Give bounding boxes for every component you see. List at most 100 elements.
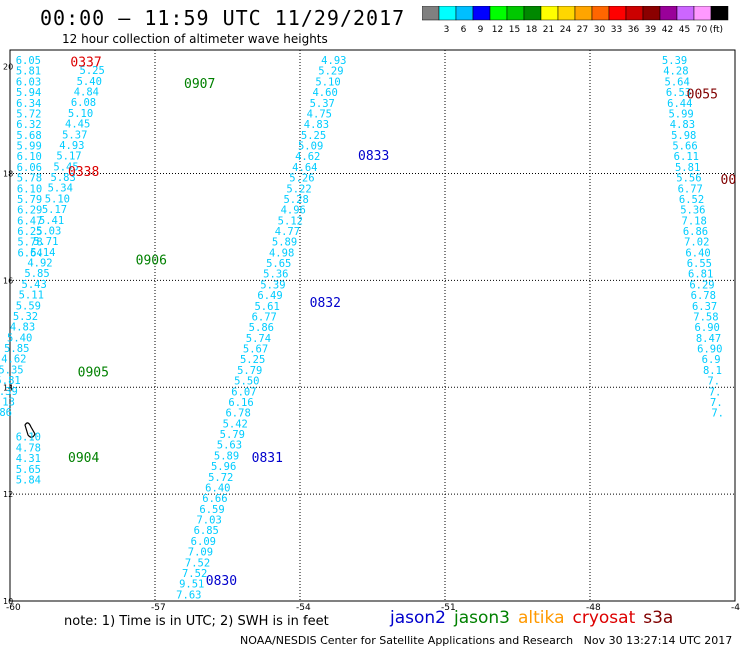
wave-height-label: 5.79 — [17, 194, 42, 206]
wave-height-label: 5.43 — [22, 279, 47, 291]
latitude-tick-label: 20 — [3, 63, 13, 72]
colorbar-level-label: 27 — [577, 25, 588, 35]
wave-height-label: 5.36 — [263, 269, 288, 281]
wave-height-label: 6.53 — [666, 87, 691, 99]
wave-height-label: 5.36 — [680, 205, 705, 217]
wave-height-label: 5.25 — [240, 354, 265, 366]
wave-height-label: 8.47 — [696, 333, 721, 345]
wave-height-label: 5.89 — [214, 450, 239, 462]
wave-height-label: 6.09 — [191, 536, 216, 548]
wave-height-label: 5.72 — [208, 472, 233, 484]
wave-height-label: 5.11 — [19, 290, 44, 302]
wave-height-label: 5.35 — [0, 364, 24, 376]
wave-height-label: 5.37 — [62, 129, 87, 141]
colorbar-level-label: 36 — [628, 25, 640, 35]
wave-height-label: 6.37 — [692, 301, 717, 313]
wave-height-label: 5.14 — [30, 247, 55, 259]
wave-height-label: 4.83 — [10, 322, 35, 334]
wave-height-label: 6.90 — [697, 344, 722, 356]
wave-height-label: 4.64 — [292, 162, 317, 174]
wave-height-label: 6.78 — [691, 290, 716, 302]
wave-height-label: 6.40 — [685, 247, 710, 259]
wave-height-label: 5.85 — [24, 268, 49, 280]
wave-height-label: 7.02 — [684, 237, 709, 249]
wave-height-label: 5.13 — [0, 396, 15, 408]
longitude-tick-label: -51 — [441, 603, 456, 613]
wave-height-label: 5.56 — [676, 173, 701, 185]
wave-height-label: 6.47 — [17, 215, 42, 227]
wave-height-label: 5.61 — [254, 301, 279, 313]
map-frame — [9, 49, 736, 602]
wave-height-label: 6.44 — [667, 98, 692, 110]
wave-height-label: 6.81 — [688, 269, 713, 281]
wave-height-label: 7. — [710, 397, 723, 409]
longitude-tick-label: -60 — [6, 603, 21, 613]
wave-height-label: 5.81 — [675, 162, 700, 174]
wave-height-label: 6.34 — [16, 98, 41, 110]
wave-height-label: 4.28 — [663, 66, 688, 78]
wave-height-label: 5.79 — [237, 365, 262, 377]
pass-time-label: 0832 — [310, 296, 341, 311]
wave-height-label: 6.10 — [17, 151, 42, 163]
pass-time-label: 00 — [721, 173, 737, 188]
legend-item-altika: altika — [518, 608, 565, 628]
wave-height-label: 5.37 — [310, 98, 335, 110]
wave-height-label: 5.81 — [0, 375, 21, 387]
wave-height-label: 7.52 — [182, 568, 207, 580]
colorbar-level-label: 9 — [478, 25, 484, 35]
page-subtitle: 12 hour collection of altimeter wave hei… — [62, 32, 328, 46]
wave-height-label: 5.84 — [16, 474, 41, 486]
wave-height-label: 5.09 — [298, 141, 323, 153]
wave-height-label: 6.07 — [231, 386, 256, 398]
wave-height-label: 5.12 — [278, 215, 303, 227]
wave-height-label: 6.49 — [257, 290, 282, 302]
wave-height-label: 5.99 — [16, 141, 41, 153]
wave-height-label: 5.79 — [220, 429, 245, 441]
wave-height-label: 6.16 — [228, 397, 253, 409]
wave-height-label: 6.77 — [252, 311, 277, 323]
wave-height-label: 4.92 — [27, 258, 52, 270]
longitude-tick-label: -57 — [151, 603, 166, 613]
pass-time-label: 0906 — [136, 253, 167, 268]
colorbar-level-label: 12 — [492, 25, 503, 35]
wave-height-label: 6.90 — [695, 322, 720, 334]
wave-height-label: 6.06 — [17, 162, 42, 174]
wave-height-label: 5.72 — [16, 108, 41, 120]
wave-height-label: 7.09 — [188, 547, 213, 559]
wave-height-label: 5.42 — [223, 418, 248, 430]
colorbar-level-label: 3 — [444, 25, 450, 35]
wave-height-label: 5.34 — [48, 183, 73, 195]
wave-height-label: 5.78 — [17, 237, 42, 249]
wave-height-label: 4.31 — [16, 453, 41, 465]
color-scale-bar: 3 6 9 12 15 18 21 24 27 30 33 36 39 42 45 70 (ft) — [422, 6, 729, 35]
satellite-legend: jason2 jason3 altika cryosat s3a — [390, 608, 681, 628]
wave-height-label: 5.68 — [16, 130, 41, 142]
wave-height-label: 6.29 — [17, 205, 42, 217]
colorbar-level-label: 24 — [560, 25, 572, 35]
latitude-tick-label: 16 — [3, 276, 13, 285]
wave-height-label: 5.85 — [4, 343, 29, 355]
page-title: 00:00 — 11:59 UTC 11/29/2017 — [40, 6, 406, 30]
wave-height-label: 5.63 — [217, 440, 242, 452]
colorbar-level-label: 45 — [679, 25, 690, 35]
pass-time-label: 0905 — [78, 366, 109, 381]
wave-height-label: 5.45 — [53, 161, 78, 173]
wave-height-label: 6.40 — [205, 482, 230, 494]
wave-height-label: 5.67 — [243, 344, 268, 356]
wave-height-label: 5.40 — [7, 332, 32, 344]
colorbar-level-label: 42 — [662, 25, 673, 35]
colorbar-level-label: 18 — [526, 25, 538, 35]
wave-height-label: 5.10 — [68, 108, 93, 120]
wave-height-label: 4.78 — [16, 442, 41, 454]
wave-height-label: 9.51 — [179, 579, 204, 591]
wave-height-label: 4.93 — [59, 140, 84, 152]
wave-height-label: 5.26 — [289, 173, 314, 185]
wave-height-label: 7. — [709, 386, 722, 398]
wave-height-label: 5.74 — [246, 333, 271, 345]
colorbar-level-label: 15 — [509, 25, 520, 35]
latitude-tick-label: 14 — [3, 383, 13, 392]
wave-height-label: 4.83 — [670, 119, 695, 131]
wave-height-label: 8.1 — [703, 365, 722, 377]
wave-height-label: 6.05 — [16, 55, 41, 67]
